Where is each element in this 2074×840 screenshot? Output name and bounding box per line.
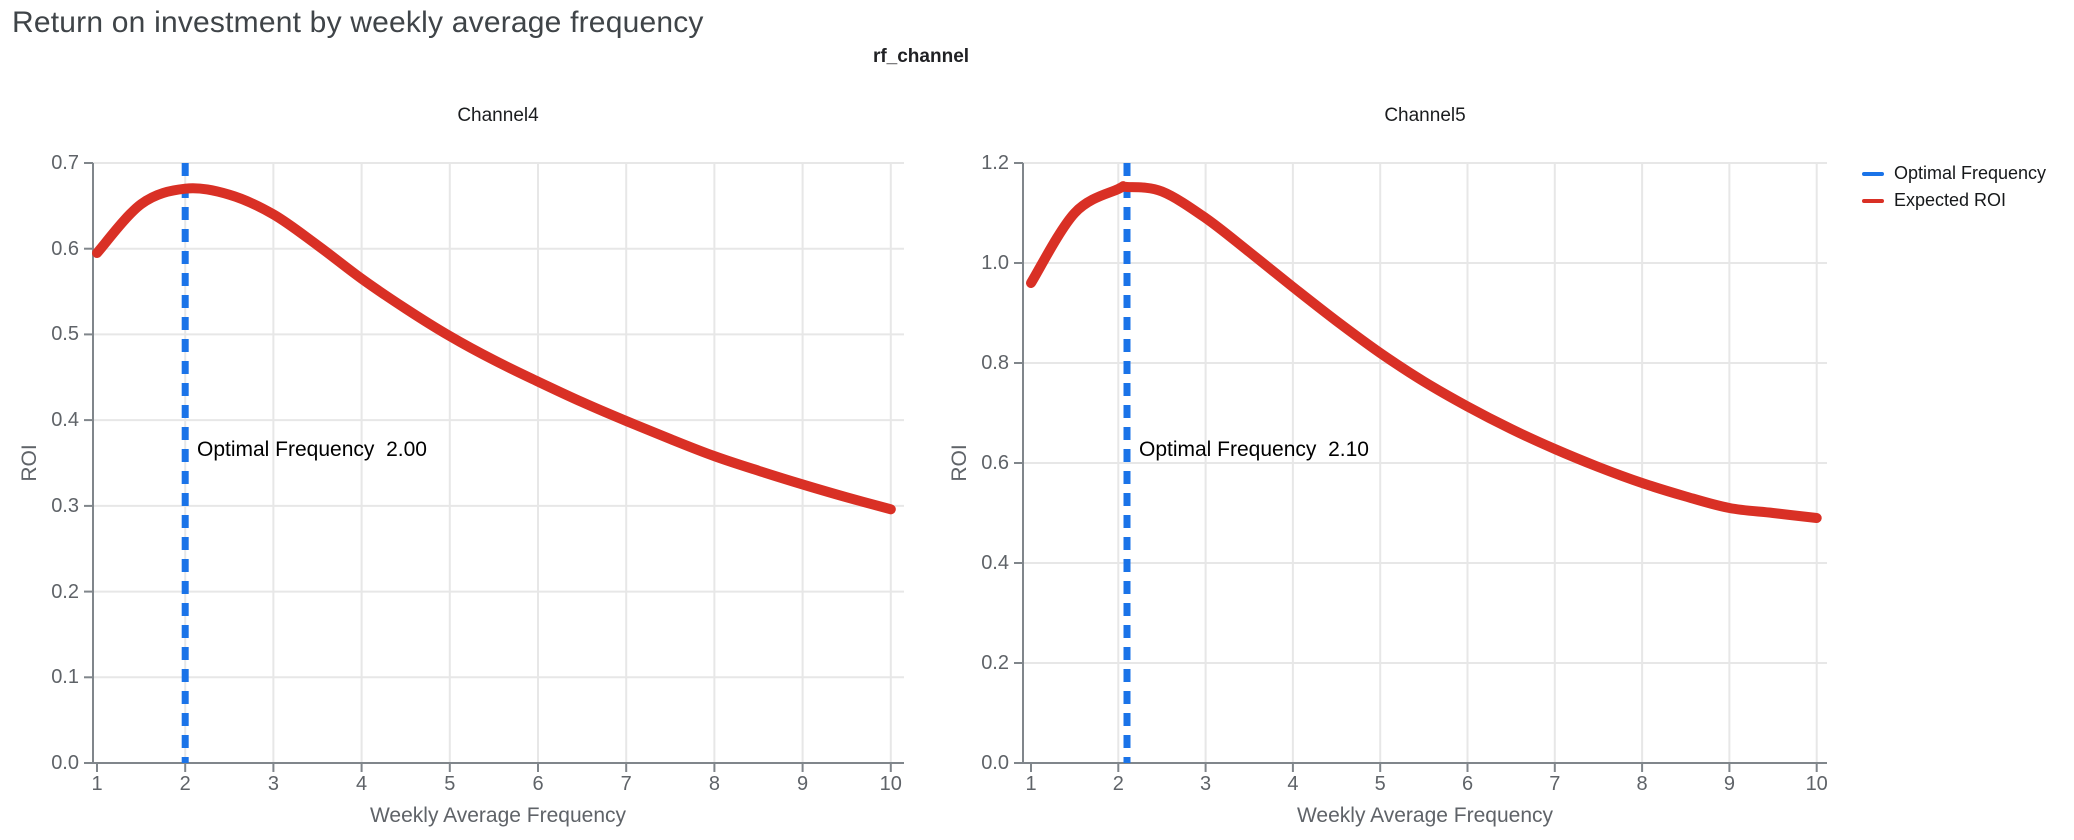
y-tick-label: 1.0 — [981, 252, 1009, 274]
x-tick-label: 6 — [532, 773, 544, 795]
x-tick-label: 2 — [179, 773, 191, 795]
x-tick-label: 5 — [444, 773, 456, 795]
subplot-title-channel4: Channel4 — [457, 105, 539, 126]
legend-label: Expected ROI — [1894, 190, 2007, 210]
x-tick-label: 8 — [708, 773, 720, 795]
x-tick-label: 7 — [620, 773, 632, 795]
x-tick-label: 1 — [1025, 773, 1037, 795]
expected-roi-curve — [1026, 181, 1822, 523]
y-axis-title-left: ROI — [18, 444, 41, 482]
expected-roi-line-swatch — [1862, 198, 1884, 203]
y-tick-label: 0.5 — [51, 323, 79, 346]
chart-suptitle: rf_channel — [872, 46, 970, 67]
y-tick-label: 0.0 — [981, 752, 1009, 774]
axis-line — [92, 163, 904, 764]
x-tick-label: 4 — [1287, 773, 1299, 795]
y-tick-label: 0.2 — [51, 580, 79, 603]
x-tick-label: 10 — [1805, 773, 1828, 795]
optimal-frequency-annotation-left: Optimal Frequency 2.00 — [197, 438, 427, 461]
y-tick-label: 0.6 — [981, 452, 1009, 474]
expected-roi-curve — [92, 183, 896, 515]
y-tick-label: 0.3 — [51, 494, 79, 517]
x-tick-label: 6 — [1461, 773, 1474, 795]
optimal-frequency-annotation-right: Optimal Frequency 2.10 — [1139, 438, 1369, 461]
x-tick-label: 4 — [356, 773, 368, 795]
y-tick-label: 0.7 — [51, 152, 79, 174]
x-tick-label: 9 — [797, 773, 809, 795]
x-tick-label: 7 — [1549, 773, 1561, 795]
legend-item-optimal-frequency[interactable]: Optimal Frequency — [1862, 160, 2046, 187]
x-axis-title-left: Weekly Average Frequency — [369, 804, 627, 827]
y-tick-label: 0.4 — [51, 409, 79, 432]
x-tick-label: 1 — [91, 773, 103, 795]
y-tick-label: 0.4 — [981, 552, 1009, 574]
y-tick-label: 0.1 — [51, 666, 79, 689]
y-tick-label: 0.6 — [51, 237, 79, 260]
y-tick-label: 0.0 — [51, 752, 79, 774]
y-tick-label: 1.2 — [981, 152, 1009, 174]
y-tick-label: 0.2 — [981, 652, 1009, 674]
x-tick-label: 2 — [1112, 773, 1124, 795]
legend: Optimal Frequency Expected ROI — [1862, 160, 2046, 214]
y-tick-label: 0.8 — [981, 352, 1009, 374]
page-title: Return on investment by weekly average f… — [12, 6, 704, 39]
x-tick-label: 3 — [1200, 773, 1212, 795]
legend-label: Optimal Frequency — [1894, 163, 2047, 183]
optimal-frequency-line-swatch — [1862, 171, 1884, 176]
x-axis-title-right: Weekly Average Frequency — [1296, 804, 1554, 827]
subplot-title-channel5: Channel5 — [1384, 105, 1466, 126]
legend-item-expected-roi[interactable]: Expected ROI — [1862, 187, 2046, 214]
x-tick-label: 8 — [1636, 773, 1648, 795]
x-tick-label: 3 — [267, 773, 279, 795]
x-tick-label: 10 — [879, 773, 902, 795]
x-tick-label: 5 — [1374, 773, 1386, 795]
x-tick-label: 9 — [1723, 773, 1735, 795]
